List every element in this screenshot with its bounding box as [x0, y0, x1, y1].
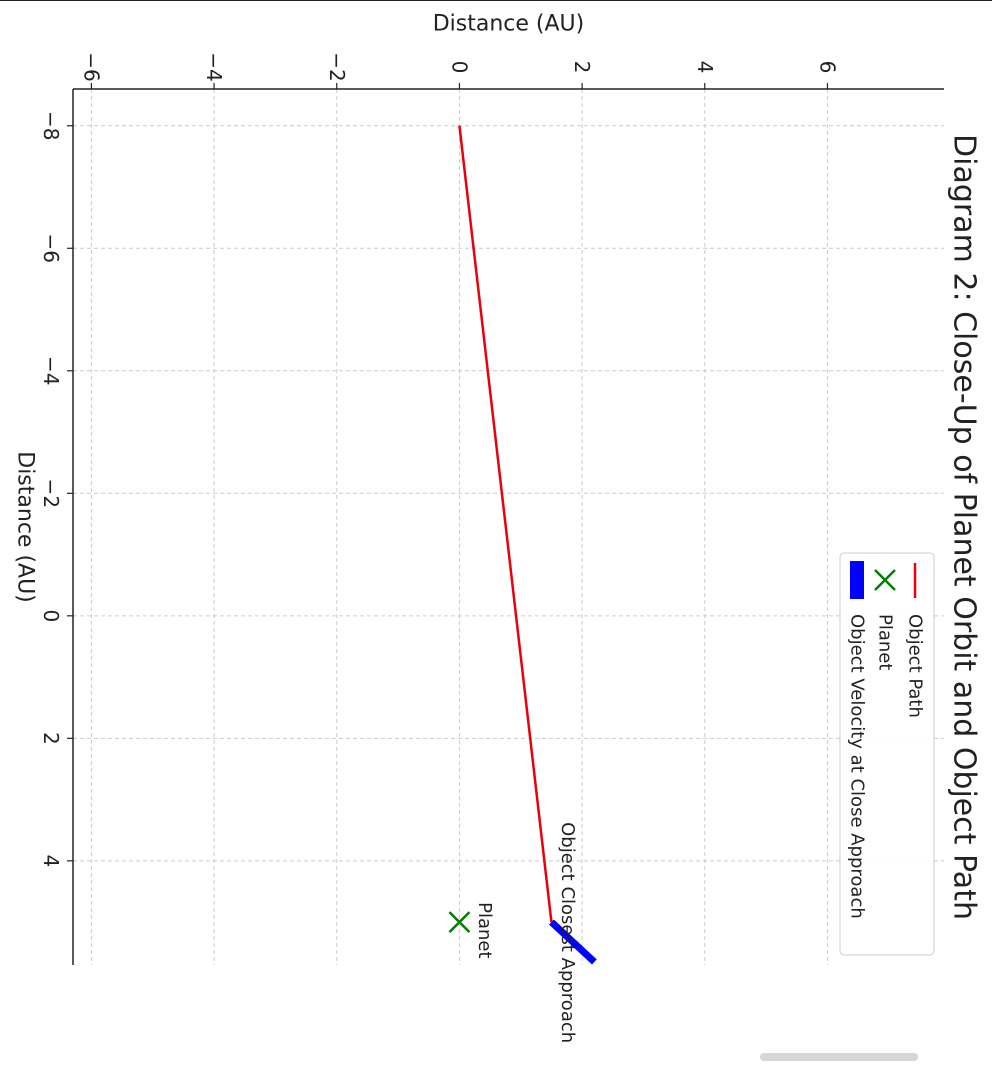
x-tick-label: 2: [39, 732, 63, 745]
legend-label: Planet: [875, 614, 896, 670]
legend-box: [839, 552, 935, 956]
annotation-label: Object Closest Approach: [557, 822, 578, 1043]
horizontal-scrollbar[interactable]: [760, 1053, 918, 1061]
y-tick-label: −2: [325, 52, 349, 81]
top-border: [0, 0, 992, 1]
series-object-path: [458, 125, 553, 923]
y-tick-label: 0: [447, 61, 471, 74]
x-axis-title: Distance (AU): [13, 451, 38, 603]
legend-swatch-x-b: [874, 569, 896, 591]
axes-layer: [72, 88, 944, 965]
annotation-label: Planet: [474, 902, 495, 958]
y-tick-label: 6: [815, 61, 839, 74]
legend-swatch-patch: [850, 561, 864, 599]
legend: Object Path Planet Object Velocity at Clos…: [839, 552, 935, 956]
y-axis-title: Distance (AU): [433, 12, 585, 37]
series-layer: [448, 125, 597, 965]
y-tick-label: 4: [693, 61, 717, 74]
grid-lines: [73, 89, 944, 965]
x-tick-label: −2: [39, 479, 63, 508]
x-tick-label: −8: [39, 111, 63, 140]
chart-title: Diagram 2: Close-Up of Planet Orbit and …: [947, 134, 982, 920]
y-tick-label: −4: [202, 52, 226, 81]
x-tick-label: 0: [39, 609, 63, 622]
planet-marker-stroke-b: [448, 911, 471, 934]
y-tick-label: −6: [79, 52, 103, 81]
x-tick-label: −4: [39, 356, 63, 385]
legend-label: Object Path: [905, 614, 926, 718]
legend-label: Object Velocity at Close Approach: [847, 614, 868, 919]
y-tick-label: 2: [570, 61, 594, 74]
x-tick-label: 4: [39, 854, 63, 867]
tick-layer: −8 −6 −4 −2 0 2 4 −6 −4 −2 0 2 4 6: [39, 52, 839, 867]
series-velocity-arrow: [549, 919, 597, 965]
planet-marker: [448, 911, 471, 934]
x-tick-label: −6: [39, 234, 63, 263]
label-layer: Distance (AU) Distance (AU) Diagram 2: Clo…: [13, 12, 982, 1044]
